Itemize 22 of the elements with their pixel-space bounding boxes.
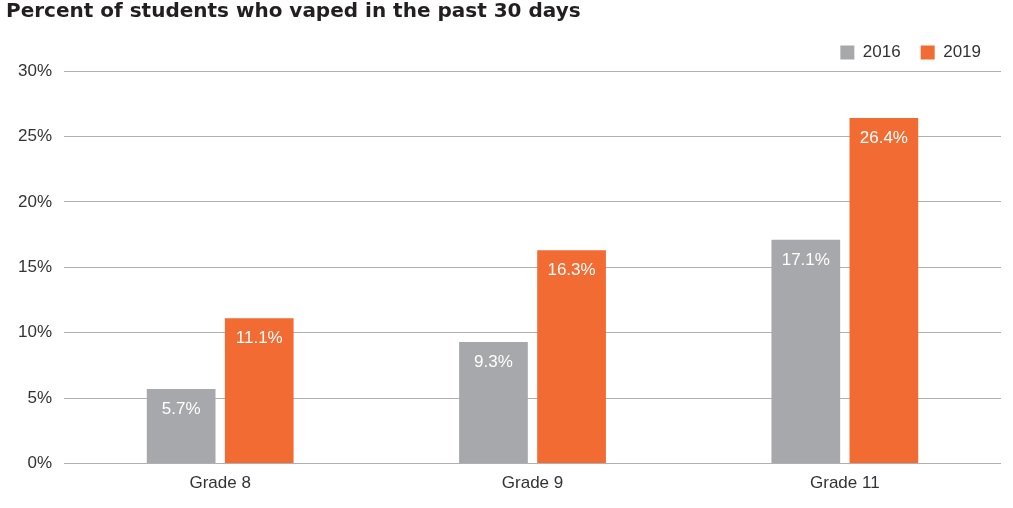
y-tick-label: 15% [17, 256, 53, 276]
y-tick-label: 10% [17, 322, 53, 342]
y-tick-label: 5% [27, 387, 53, 407]
data-label: 5.7% [161, 398, 201, 418]
data-label: 9.3% [474, 351, 513, 371]
data-label: 16.3% [547, 259, 596, 279]
y-tick-label: 20% [17, 191, 53, 211]
bar [224, 318, 294, 464]
data-label: 26.4% [859, 127, 908, 147]
y-tick-label: 30% [17, 60, 53, 80]
x-tick-label: Grade 11 [810, 473, 880, 493]
legend-label: 2019 [943, 42, 982, 62]
data-label: 17.1% [781, 249, 830, 269]
y-tick-label: 0% [27, 453, 53, 473]
x-tick-label: Grade 9 [501, 473, 564, 493]
y-tick-label: 25% [17, 126, 53, 146]
data-label: 11.1% [235, 328, 283, 348]
bar [537, 250, 606, 464]
x-tick-label: Grade 8 [189, 473, 251, 493]
bar [849, 118, 919, 464]
legend-label: 2016 [862, 42, 901, 62]
chart-title: Percent of students who vaped in the past 30 days [6, 0, 581, 23]
